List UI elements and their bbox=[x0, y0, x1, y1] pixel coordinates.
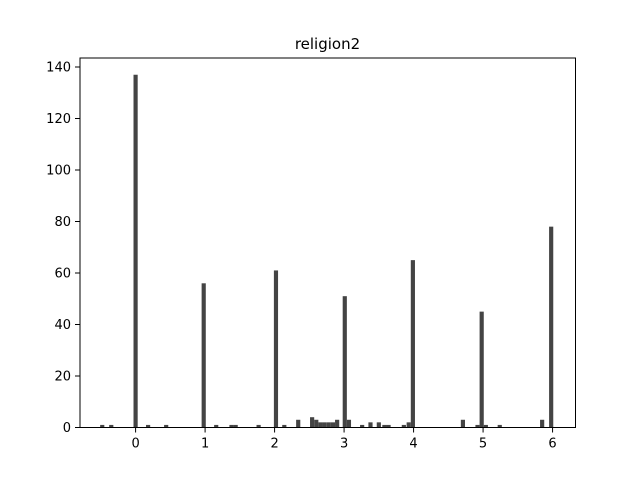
bar-16 bbox=[322, 422, 327, 428]
y-tick-label-4: 80 bbox=[54, 215, 71, 230]
bar-14 bbox=[314, 419, 319, 428]
bar-35 bbox=[540, 419, 545, 428]
x-axis-ticks: 0 1 2 3 4 5 6 bbox=[131, 427, 557, 452]
y-tick-label-3: 60 bbox=[54, 267, 71, 282]
y-tick-label-5: 100 bbox=[46, 164, 71, 179]
bar-17 bbox=[326, 422, 331, 428]
y-tick-label-7: 140 bbox=[46, 61, 71, 76]
bar-22 bbox=[360, 424, 365, 428]
y-tick-label-6: 120 bbox=[46, 112, 71, 127]
x-tick-label-1: 1 bbox=[201, 437, 209, 452]
bar-23 bbox=[368, 422, 373, 428]
bar-8 bbox=[233, 424, 238, 428]
bar-34 bbox=[497, 424, 502, 428]
bar-21 bbox=[346, 419, 352, 428]
x-tick-label-3: 3 bbox=[340, 437, 348, 452]
bar-7 bbox=[229, 424, 234, 428]
y-tick-label-2: 40 bbox=[54, 318, 71, 333]
bar-27 bbox=[401, 424, 406, 428]
bar-12 bbox=[296, 419, 301, 428]
x-tick-label-6: 6 bbox=[548, 437, 556, 452]
chart-title: religion2 bbox=[295, 35, 360, 53]
bar-36 bbox=[549, 226, 554, 428]
bar-26 bbox=[386, 424, 391, 428]
bar-6 bbox=[214, 424, 219, 428]
bar-4 bbox=[164, 424, 169, 428]
bars-group bbox=[100, 74, 554, 428]
bar-30 bbox=[460, 419, 466, 428]
bar-3 bbox=[146, 424, 151, 428]
bar-31 bbox=[475, 424, 480, 428]
bar-20 bbox=[342, 296, 347, 428]
x-tick-label-0: 0 bbox=[131, 437, 139, 452]
bar-33 bbox=[483, 424, 488, 428]
x-tick-label-4: 4 bbox=[409, 437, 417, 452]
bar-11 bbox=[282, 424, 287, 428]
bar-13 bbox=[310, 417, 315, 428]
y-tick-label-0: 0 bbox=[63, 421, 71, 436]
bar-24 bbox=[376, 422, 381, 428]
bar-32 bbox=[479, 311, 484, 428]
bar-18 bbox=[330, 422, 336, 428]
bar-5 bbox=[201, 283, 206, 428]
y-axis-ticks: 0 20 40 60 80 100 120 140 bbox=[46, 61, 80, 436]
bar-9 bbox=[256, 424, 261, 428]
bar-0 bbox=[100, 424, 105, 428]
bar-19 bbox=[335, 419, 340, 428]
bar-28 bbox=[406, 422, 411, 428]
y-tick-label-1: 20 bbox=[54, 370, 71, 385]
plot-area-frame bbox=[79, 57, 576, 428]
bar-2 bbox=[133, 74, 138, 428]
bar-10 bbox=[273, 270, 279, 428]
x-tick-label-5: 5 bbox=[479, 437, 487, 452]
x-tick-label-2: 2 bbox=[270, 437, 278, 452]
bar-1 bbox=[109, 424, 114, 428]
bar-15 bbox=[318, 422, 323, 428]
bar-29 bbox=[410, 260, 415, 428]
bar-25 bbox=[382, 424, 387, 428]
